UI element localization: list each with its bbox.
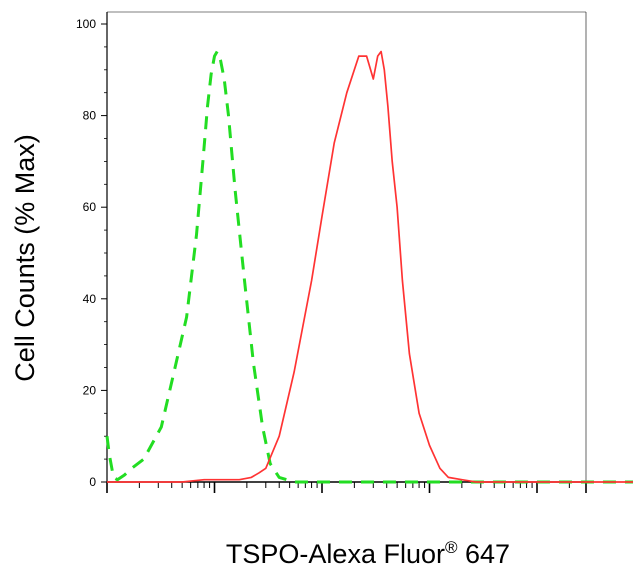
y-ticks: 0 20 40 60 80 100 <box>76 17 107 489</box>
y-tick-label: 80 <box>83 109 97 123</box>
y-axis-label: Cell Counts (% Max) <box>10 134 40 382</box>
x-ticks <box>106 482 587 493</box>
x-axis-label-main: TSPO-Alexa Fluor <box>226 539 445 569</box>
y-tick-label: 60 <box>83 200 97 214</box>
x-axis-label-superscript: ® <box>445 538 458 557</box>
x-axis-label-suffix: 647 <box>458 539 511 569</box>
y-tick-label: 40 <box>83 292 97 306</box>
y-tick-label: 0 <box>89 475 96 489</box>
x-axis-label: TSPO-Alexa Fluor® 647 <box>226 538 510 569</box>
stained-histogram-line <box>107 50 633 483</box>
y-tick-label: 20 <box>83 383 97 397</box>
y-tick-label: 100 <box>76 17 96 31</box>
control-histogram-line <box>105 50 633 484</box>
series-layer <box>105 50 633 484</box>
